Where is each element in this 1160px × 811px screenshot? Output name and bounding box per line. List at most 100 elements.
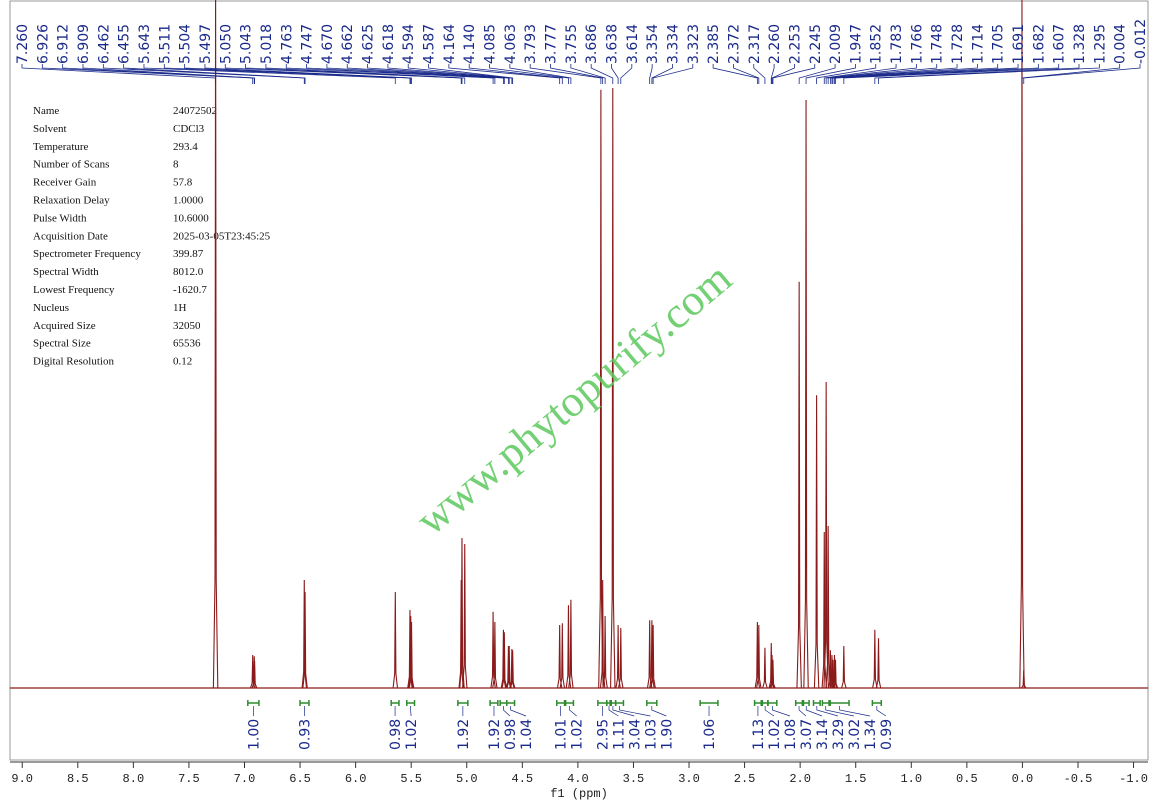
x-tick-label: -1.0 [1119,772,1148,786]
peak-leader [346,64,505,84]
peak-label: 5.018 [259,24,275,64]
integral-label: 1.04 [519,719,535,750]
peak-label: 3.614 [625,24,641,64]
peak-leader [285,64,494,84]
peak-leader [611,64,619,84]
x-tick-label: 0.5 [956,772,978,786]
parameter-value: 8012.0 [173,266,204,278]
peak [459,537,465,689]
peak [796,281,802,689]
peak-leader [21,64,216,84]
peak-label: 1.682 [1031,24,1047,64]
spectrum [10,0,1148,689]
peak [762,647,768,689]
peak [770,659,776,689]
integral-leader [839,706,870,717]
peak-label: 4.594 [401,24,417,64]
parameter-value: 57.8 [173,177,193,189]
integral-label: 0.98 [503,719,519,750]
peak-leader [306,64,496,84]
x-tick-label: 7.0 [234,772,256,786]
peak [610,87,616,689]
integral-bracket [506,700,516,706]
peak [302,591,308,689]
x-tick-label: 3.5 [623,772,645,786]
parameter-value: 1.0000 [173,195,204,207]
parameter-value: 1H [173,302,187,314]
peak [813,395,820,689]
x-tick-label: -0.5 [1064,772,1093,786]
peak-label: 1.783 [889,24,905,64]
peak [832,659,839,689]
integral-leader [569,706,577,717]
peak-label: 4.618 [381,24,397,64]
integral-label: 3.14 [815,719,831,750]
peak-label: 3.777 [544,24,560,64]
peak [875,638,882,689]
peak-label: 3.793 [523,24,539,64]
x-tick-label: 5.0 [456,772,478,786]
integral-label: 1.02 [767,719,783,750]
x-tick-label: 8.0 [123,772,145,786]
x-tick-label: 1.0 [900,772,922,786]
integral-bracket [499,700,508,706]
peak [821,531,828,689]
peak-leader [770,64,775,84]
integral-label: 1.34 [863,719,879,750]
peak-leader [367,64,509,84]
peak [568,599,574,689]
peak-leader [805,64,856,84]
integral-leader [772,706,791,717]
x-tick-label: 3.0 [678,772,700,786]
peak [509,648,515,689]
peak-leader [570,64,606,84]
parameter-name: Solvent [33,123,67,135]
peak [841,645,847,689]
peak-leader [771,64,795,84]
peak-label: 1.766 [909,24,925,64]
integral-label: 1.02 [570,719,586,750]
integral-label: 1.90 [659,719,675,750]
peak-leader [834,64,1019,84]
integral-bracket [871,700,883,706]
integral-bracket [794,700,804,706]
peak [650,624,656,689]
peak-leader [825,64,917,84]
peak [803,99,809,689]
peak-leader [620,64,633,84]
peak [301,579,308,689]
integral-bracket [802,700,810,706]
peak-label: 4.085 [483,24,499,64]
parameter-name: Acquisition Date [33,230,108,242]
integral-label: 1.08 [783,719,799,750]
peak-label: 0.004 [1113,24,1129,64]
peak-leader [102,64,305,84]
peak-label: 3.323 [686,24,702,64]
peak-label: 1.947 [848,24,864,64]
peak-leader [550,64,604,84]
x-tick-label: 8.5 [67,772,89,786]
peak-label: 7.260 [15,24,31,64]
integral-leader [612,706,635,717]
parameter-value: 10.6000 [173,212,209,224]
peak [462,543,468,689]
peak-label: 5.043 [239,24,255,64]
peak-label: 2.372 [726,24,742,64]
peak [769,654,775,689]
peak-leader [204,64,412,84]
peak-label: 4.670 [320,24,336,64]
peak [408,621,415,689]
peak-label: 1.748 [930,24,946,64]
peak [754,621,761,689]
integral-bracket [614,700,625,706]
integral-label: 1.92 [456,719,472,750]
integral-label: 2.95 [595,719,611,750]
parameter-name: Digital Resolution [33,356,114,368]
peak-label: 4.747 [300,24,316,64]
peak-label: 5.497 [198,24,214,64]
peak-leader [827,64,938,84]
integral-label: 0.99 [879,719,895,750]
peak-leader [509,64,572,84]
peak-leader [829,64,958,84]
peak-label: 1.728 [950,24,966,64]
